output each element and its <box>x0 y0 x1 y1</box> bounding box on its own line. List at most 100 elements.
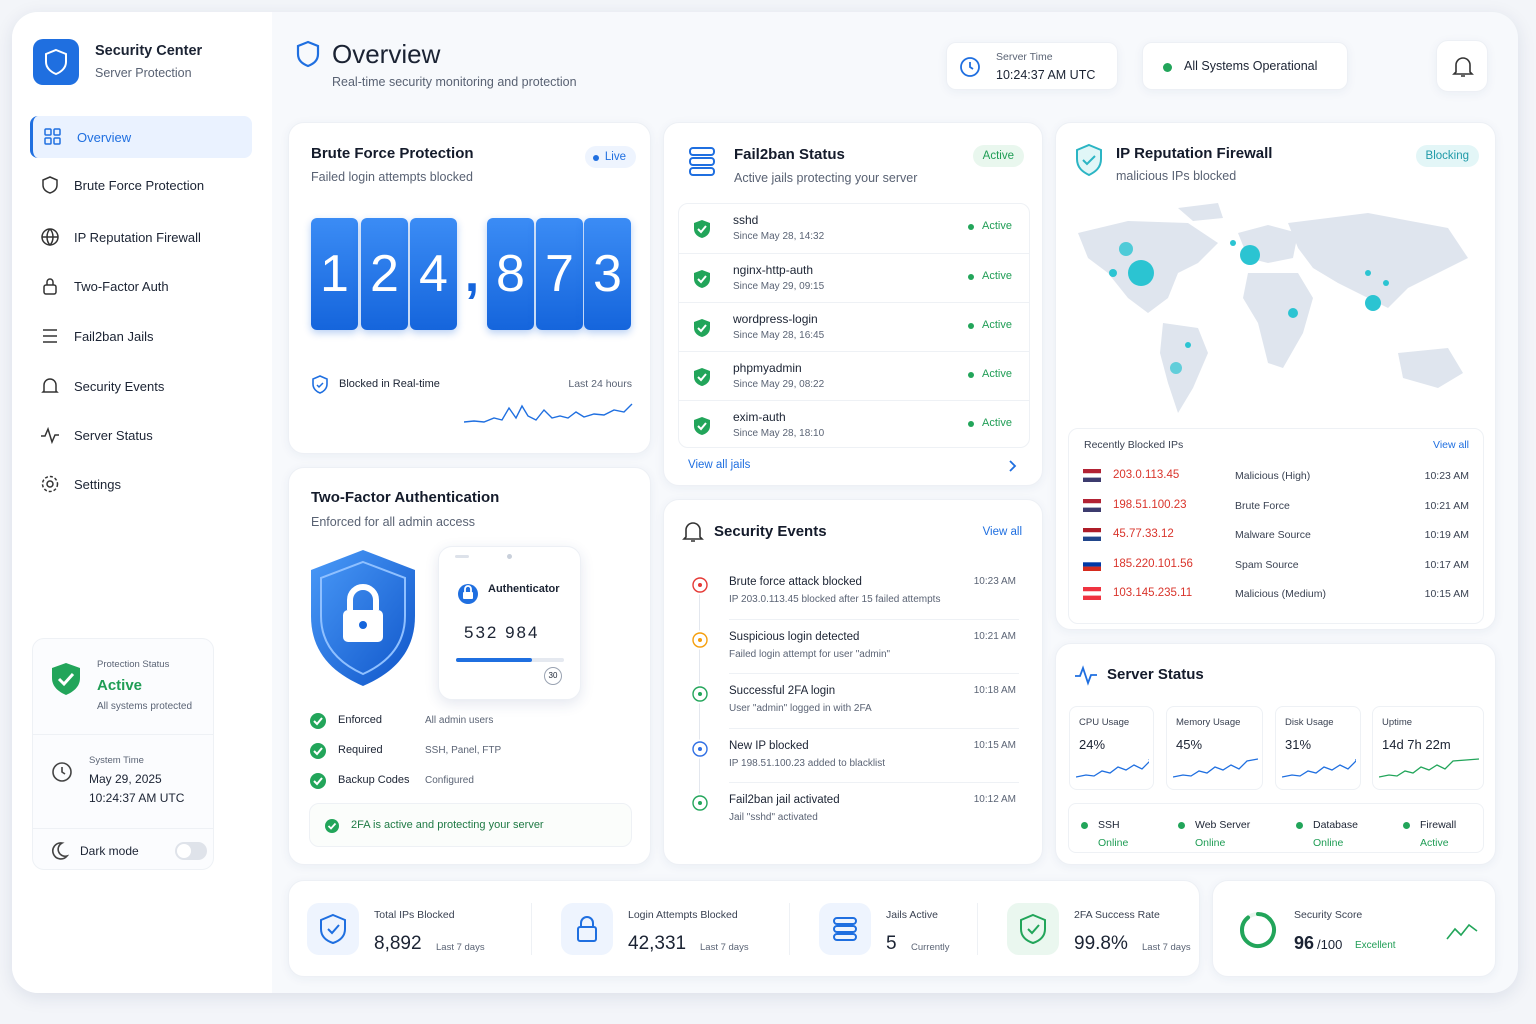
icon-part <box>42 228 58 247</box>
trend-icon <box>1446 923 1478 940</box>
nav-label: Two-Factor Auth <box>74 279 169 294</box>
card-subtitle: malicious IPs blocked <box>1116 169 1237 183</box>
icon-part <box>42 176 58 194</box>
phone-camera <box>507 554 512 559</box>
counter-digit: 7 <box>536 218 583 330</box>
icon-part <box>1243 273 1313 368</box>
icon-part <box>1082 155 1096 166</box>
status-dot <box>1178 822 1185 829</box>
card-title: Server Status <box>1107 666 1204 683</box>
nav-item[interactable]: Two-Factor Auth <box>30 265 252 307</box>
view-jails-link[interactable]: View all jails <box>688 459 751 471</box>
icon-part <box>1230 240 1236 246</box>
ip-time: 10:17 AM <box>1424 558 1469 571</box>
stat-icon <box>1007 903 1059 955</box>
icon-part <box>833 933 857 941</box>
nav-item[interactable]: IP Reputation Firewall <box>30 216 252 258</box>
nav-label: IP Reputation Firewall <box>74 230 201 245</box>
icon-part <box>694 220 710 238</box>
nav-item[interactable]: Security Events <box>30 365 252 407</box>
event-time: 10:21 AM <box>973 630 1016 642</box>
icon-part <box>42 176 58 194</box>
jail-icon <box>693 318 711 343</box>
icon-part <box>690 630 710 649</box>
metric-sparkline <box>1075 757 1151 788</box>
event-icon <box>690 684 710 709</box>
icon-part <box>1398 348 1463 388</box>
metric-value: 45% <box>1176 737 1203 752</box>
status-panel: Protection Status Active All systems pro… <box>32 638 214 870</box>
status-dot <box>968 323 974 329</box>
server-time-box: Server Time 10:24:37 AM UTC <box>946 42 1118 90</box>
system-status: All Systems Operational <box>1184 59 1318 73</box>
jail-icon <box>693 269 711 294</box>
icon-part <box>41 475 59 493</box>
score-label: Security Score <box>1294 909 1363 921</box>
nav-icon <box>40 326 60 351</box>
footer-label: Blocked in Real-time <box>339 378 440 390</box>
flag <box>1083 557 1101 576</box>
blocked-ip: 203.0.113.45 <box>1113 469 1180 481</box>
icon-part <box>1083 532 1101 537</box>
jail-name: nginx-http-auth <box>733 263 814 277</box>
icon-part <box>1128 260 1154 286</box>
metric-label: Uptime <box>1382 717 1413 728</box>
icon-part <box>1075 665 1097 686</box>
nav-item[interactable]: Brute Force Protection <box>30 164 252 206</box>
icon-part <box>1119 242 1133 256</box>
icon-part <box>1083 561 1101 567</box>
nav-item[interactable]: Server Status <box>30 414 252 456</box>
protection-status: Active <box>97 677 143 694</box>
icon-part <box>41 426 59 445</box>
status-dot <box>968 421 974 427</box>
status-dot <box>1163 63 1172 72</box>
notifications-button[interactable] <box>1436 40 1488 92</box>
icon-part <box>1365 295 1381 311</box>
stat-icon <box>819 903 871 955</box>
nav-item[interactable]: Fail2ban Jails <box>30 315 252 357</box>
icon-part <box>1383 280 1389 286</box>
flag <box>1083 587 1101 605</box>
service-status: Online <box>1195 837 1226 849</box>
icon-part <box>320 913 346 945</box>
check-icon <box>325 819 339 833</box>
two-factor-card: Two-Factor Authentication Enforced for a… <box>288 467 651 865</box>
nav-item[interactable]: Settings <box>30 463 252 505</box>
view-ips-link[interactable]: View all <box>1433 439 1469 451</box>
nav-label: Settings <box>74 477 121 492</box>
ip-reason: Spam Source <box>1235 558 1299 571</box>
icon-part <box>1378 758 1480 778</box>
stats-bar: Total IPs Blocked 8,892 Last 7 days Login A… <box>288 880 1200 977</box>
icon-part <box>1452 57 1474 77</box>
dark-mode-toggle[interactable] <box>175 842 207 860</box>
icon-part <box>1178 203 1223 221</box>
ip-reason: Malware Source <box>1235 529 1311 541</box>
icon-part <box>310 743 326 759</box>
icon-part <box>42 176 58 194</box>
nav-label: Server Status <box>74 428 153 443</box>
nav-item[interactable]: Overview <box>30 116 252 158</box>
toggle-knob <box>177 844 191 858</box>
ip-time: 10:23 AM <box>1424 470 1469 482</box>
ip-time: 10:21 AM <box>1424 499 1469 512</box>
stat-value: 42,331 <box>628 933 687 954</box>
icon-part <box>698 692 702 696</box>
card-title: Fail2ban Status <box>734 146 845 163</box>
stat-icon <box>561 903 613 955</box>
icon-part <box>1240 245 1260 265</box>
icon-part <box>44 128 61 145</box>
icon-part <box>52 762 72 782</box>
row-label: Required <box>338 744 383 756</box>
icon-part <box>1281 759 1357 778</box>
icon-part <box>313 717 323 726</box>
view-events-link[interactable]: View all <box>982 526 1022 538</box>
icon-part <box>1083 587 1101 592</box>
icon-part <box>310 773 326 789</box>
events-card: Security Events View all Brute force att… <box>663 499 1043 865</box>
event-time: 10:15 AM <box>973 739 1016 751</box>
icon-part <box>43 278 57 295</box>
metric-box: Memory Usage 45% <box>1166 706 1263 790</box>
stat-value: 5 <box>886 933 897 954</box>
icon-part <box>1083 557 1101 562</box>
